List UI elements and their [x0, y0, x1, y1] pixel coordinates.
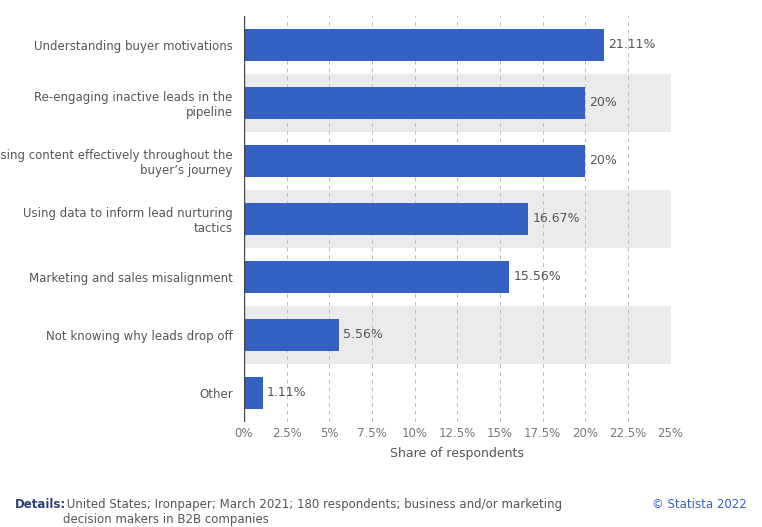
- Bar: [244, 203, 528, 235]
- Bar: [244, 306, 671, 364]
- Bar: [244, 132, 671, 190]
- Bar: [244, 261, 510, 292]
- Bar: [244, 29, 604, 61]
- Text: 20%: 20%: [590, 96, 617, 109]
- Bar: [244, 145, 585, 177]
- Text: 20%: 20%: [590, 154, 617, 167]
- Text: 5.56%: 5.56%: [343, 328, 383, 341]
- Bar: [244, 16, 671, 74]
- Bar: [244, 74, 671, 132]
- Bar: [244, 377, 263, 408]
- Text: 16.67%: 16.67%: [533, 212, 581, 225]
- Text: United States; Ironpaper; March 2021; 180 respondents; business and/or marketing: United States; Ironpaper; March 2021; 18…: [63, 498, 562, 526]
- Text: Details:: Details:: [15, 498, 66, 511]
- Text: 21.11%: 21.11%: [608, 38, 656, 51]
- Bar: [244, 248, 671, 306]
- Text: 15.56%: 15.56%: [514, 270, 562, 283]
- Text: © Statista 2022: © Statista 2022: [652, 498, 747, 511]
- Text: 1.11%: 1.11%: [267, 386, 306, 399]
- Bar: [244, 87, 585, 119]
- Bar: [244, 364, 671, 422]
- Bar: [244, 190, 671, 248]
- Bar: [244, 319, 339, 350]
- X-axis label: Share of respondents: Share of respondents: [390, 447, 524, 460]
